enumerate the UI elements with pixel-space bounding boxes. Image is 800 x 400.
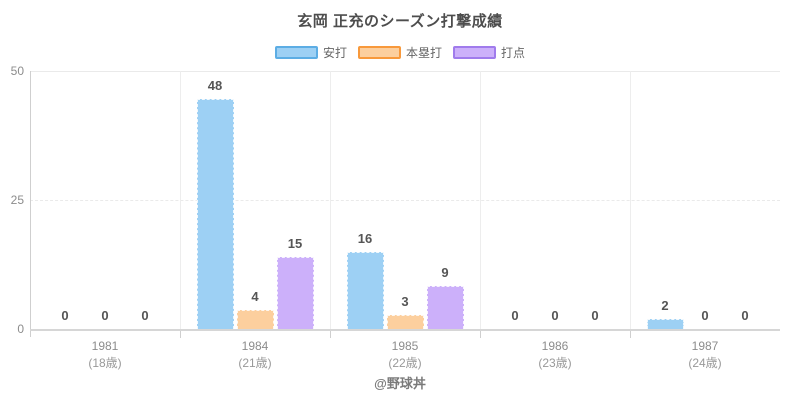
gridline-y-25 xyxy=(30,200,780,201)
bar-value-label-hits-1984: 48 xyxy=(207,78,223,93)
bar-value-label-hits-1981: 0 xyxy=(61,308,69,323)
bar-value-label-homeruns-1986: 0 xyxy=(551,308,559,323)
x-axis-tick xyxy=(180,331,181,338)
bar-value-label-homeruns-1987: 0 xyxy=(701,308,709,323)
x-axis-line xyxy=(30,329,780,331)
bar-rbi-1984 xyxy=(276,257,314,329)
y-axis-line xyxy=(30,71,31,337)
x-axis-year: 1985 xyxy=(391,339,419,353)
legend-label-homeruns: 本塁打 xyxy=(405,46,442,60)
chart-title: 玄岡 正充のシーズン打撃成績 xyxy=(297,13,503,30)
y-axis-tick-0: 0 xyxy=(17,322,24,336)
legend-item-homeruns[interactable]: 本塁打 xyxy=(357,44,442,61)
bar-hits-1985 xyxy=(346,252,384,329)
x-axis-label-1986: 1986 (23歳) xyxy=(480,338,630,372)
plot-area: 0 0 0 48 4 15 16 3 9 0 0 0 2 0 0 xyxy=(30,71,780,329)
legend: 安打 本塁打 打点 xyxy=(0,44,800,61)
bar-rbi-1985 xyxy=(426,286,464,329)
legend-swatch-hits-icon xyxy=(274,46,318,59)
bar-value-label-rbi-1986: 0 xyxy=(591,308,599,323)
bar-hits-1987 xyxy=(646,319,684,329)
legend-label-hits: 安打 xyxy=(322,46,347,60)
bar-value-label-homeruns-1981: 0 xyxy=(101,308,109,323)
bar-value-label-rbi-1987: 0 xyxy=(741,308,749,323)
gridline-x xyxy=(180,71,181,329)
legend-swatch-rbi-icon xyxy=(453,46,496,59)
x-axis-tick xyxy=(330,331,331,338)
legend-item-rbi[interactable]: 打点 xyxy=(453,44,525,61)
x-axis-year: 1984 xyxy=(241,339,269,353)
x-axis-age: (22歳) xyxy=(388,356,422,370)
bar-value-label-rbi-1981: 0 xyxy=(141,308,149,323)
legend-item-hits[interactable]: 安打 xyxy=(274,44,347,61)
x-axis-year: 1987 xyxy=(691,339,719,353)
x-axis-tick xyxy=(630,331,631,338)
bar-homeruns-1984 xyxy=(236,310,274,329)
gridline-y-50 xyxy=(30,71,780,72)
x-axis-age: (24歳) xyxy=(688,356,722,370)
x-axis-year: 1986 xyxy=(541,339,569,353)
x-axis-age: (21歳) xyxy=(238,356,272,370)
bar-value-label-homeruns-1984: 4 xyxy=(251,289,259,304)
x-axis-tick xyxy=(480,331,481,338)
y-axis-tick-25: 25 xyxy=(10,193,24,207)
x-axis-age: (18歳) xyxy=(88,356,122,370)
bar-value-label-rbi-1985: 9 xyxy=(441,265,449,280)
bar-value-label-hits-1986: 0 xyxy=(511,308,519,323)
gridline-x xyxy=(330,71,331,329)
bar-value-label-homeruns-1985: 3 xyxy=(401,294,409,309)
x-axis-label-1981: 1981 (18歳) xyxy=(30,338,180,372)
legend-swatch-homeruns-icon xyxy=(357,46,401,59)
x-axis-age: (23歳) xyxy=(538,356,572,370)
y-axis-tick-50: 50 xyxy=(10,64,24,78)
gridline-x xyxy=(630,71,631,329)
legend-label-rbi: 打点 xyxy=(501,46,526,60)
bar-value-label-hits-1987: 2 xyxy=(661,298,669,313)
bar-hits-1984 xyxy=(196,99,234,329)
x-axis-label-1984: 1984 (21歳) xyxy=(180,338,330,372)
x-axis-label-1985: 1985 (22歳) xyxy=(330,338,480,372)
bar-homeruns-1985 xyxy=(386,315,424,329)
x-axis-year: 1981 xyxy=(91,339,119,353)
x-axis-label-1987: 1987 (24歳) xyxy=(630,338,780,372)
credit-text: @野球丼 xyxy=(374,376,426,391)
gridline-x xyxy=(480,71,481,329)
bar-value-label-hits-1985: 16 xyxy=(357,231,373,246)
bar-value-label-rbi-1984: 15 xyxy=(287,236,303,251)
